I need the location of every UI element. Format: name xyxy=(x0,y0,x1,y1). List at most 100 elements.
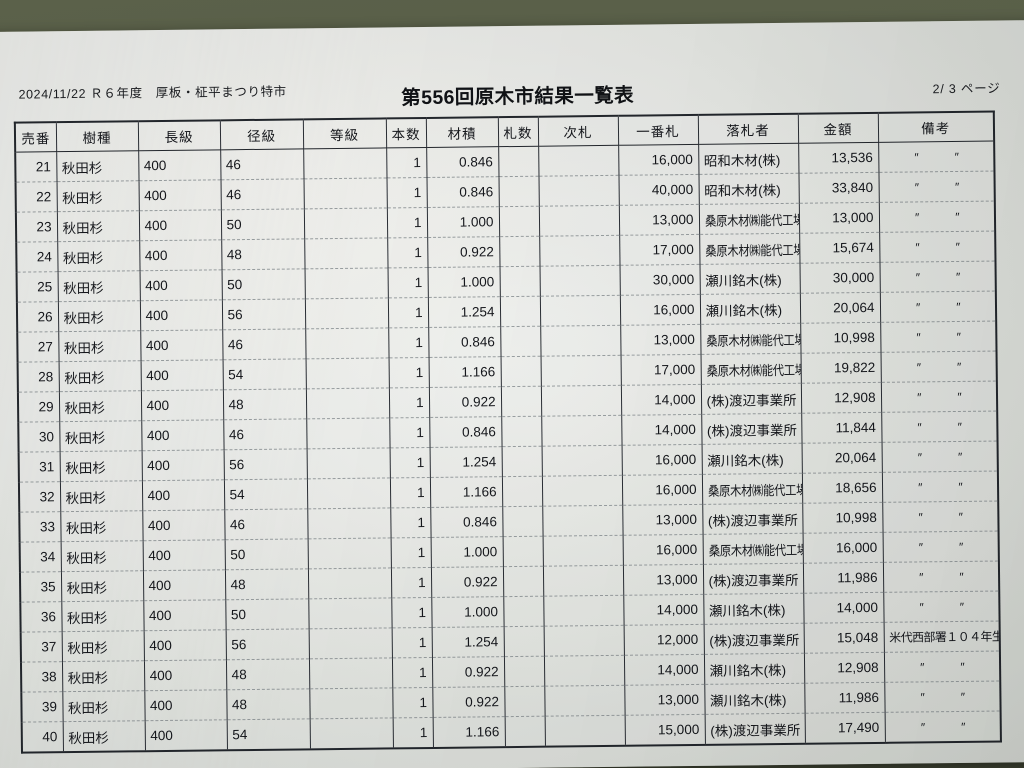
cell-zaiseki: 1.166 xyxy=(428,356,501,388)
cell-ichibanfuda: 13,000 xyxy=(620,324,701,356)
ditto-marks: ″ ″ xyxy=(915,269,960,284)
cell-fudasu xyxy=(498,176,539,207)
cell-kingaku: 13,000 xyxy=(798,202,880,234)
ditto-marks: ″ ″ xyxy=(914,179,959,194)
cell-honsu: 1 xyxy=(386,147,427,178)
cell-jifuda xyxy=(541,415,622,447)
cell-keikyu: 50 xyxy=(220,208,305,240)
cell-choukyu: 400 xyxy=(142,509,225,541)
column-header-rakusatsusha: 落札者 xyxy=(697,113,799,145)
cell-toukyu xyxy=(305,357,389,389)
cell-ichibanfuda: 13,000 xyxy=(618,204,700,236)
cell-zaiseki: 1.000 xyxy=(426,206,500,238)
column-header-jushu: 樹種 xyxy=(55,121,139,152)
cell-rakusatsusha: (株)渡辺事業所 xyxy=(704,713,805,745)
cell-choukyu: 400 xyxy=(139,239,222,271)
cell-keikyu: 46 xyxy=(223,418,307,450)
ditto-marks: ″ ″ xyxy=(918,569,964,584)
cell-zaiseki: 0.846 xyxy=(426,176,499,208)
column-header-honsu: 本数 xyxy=(385,117,427,148)
cell-kingaku: 15,048 xyxy=(803,622,884,654)
bidder-name: 桑原木材㈱能代工場 xyxy=(706,362,801,379)
document-title: 第556回原木市結果一覧表 xyxy=(401,84,635,110)
cell-jushu: 秋田杉 xyxy=(62,690,145,722)
bidder-name: 桑原木材㈱能代工場 xyxy=(705,332,801,349)
cell-toukyu xyxy=(309,687,393,719)
cell-uriban: 22 xyxy=(15,181,57,213)
ditto-marks: ″ ″ xyxy=(916,419,962,434)
cell-toukyu xyxy=(305,327,389,359)
cell-fudasu xyxy=(498,146,539,177)
cell-honsu: 1 xyxy=(392,717,433,749)
ditto-marks: ″ ″ xyxy=(918,539,963,554)
cell-keikyu: 56 xyxy=(225,628,309,660)
cell-fudasu xyxy=(503,656,545,687)
cell-kingaku: 16,000 xyxy=(802,532,883,564)
cell-honsu: 1 xyxy=(388,387,430,418)
cell-honsu: 1 xyxy=(390,567,432,598)
cell-kingaku: 10,998 xyxy=(800,322,881,354)
cell-zaiseki: 0.922 xyxy=(430,566,504,598)
cell-ichibanfuda: 16,000 xyxy=(619,294,701,326)
cell-kingaku: 11,844 xyxy=(801,412,882,444)
cell-honsu: 1 xyxy=(390,507,431,538)
column-header-bikou: 備考 xyxy=(877,111,995,143)
cell-choukyu: 400 xyxy=(140,329,223,361)
cell-jushu: 秋田杉 xyxy=(60,510,143,542)
cell-fudasu xyxy=(501,446,542,477)
cell-zaiseki: 1.000 xyxy=(430,536,503,568)
cell-ichibanfuda: 30,000 xyxy=(619,264,700,296)
cell-jushu: 秋田杉 xyxy=(56,150,139,182)
cell-choukyu: 400 xyxy=(141,449,224,481)
bidder-name: 瀬川銘木(株) xyxy=(705,272,782,289)
cell-zaiseki: 0.846 xyxy=(426,146,499,178)
cell-jushu: 秋田杉 xyxy=(59,420,142,452)
cell-jifuda xyxy=(539,235,620,267)
cell-toukyu xyxy=(303,207,388,239)
auction-results-table: 売番 樹種 長級 径級 等級 本数 材積 札数 次札 一番札 落札者 金額 備考 21 秋田杉 400 46 1… xyxy=(13,110,1002,754)
bidder-name: (株)渡辺事業所 xyxy=(707,512,798,529)
cell-fudasu xyxy=(503,626,544,657)
bidder-name: (株)渡辺事業所 xyxy=(710,722,801,739)
cell-keikyu: 50 xyxy=(221,268,305,300)
column-header-fudasu: 札数 xyxy=(497,116,539,147)
cell-zaiseki: 0.922 xyxy=(428,386,502,418)
bidder-name: 昭和木材(株) xyxy=(703,152,781,169)
cell-rakusatsusha: (株)渡辺事業所 xyxy=(700,383,802,415)
cell-jushu: 秋田杉 xyxy=(56,210,140,242)
cell-kingaku: 17,490 xyxy=(804,712,885,744)
cell-fudasu xyxy=(499,266,540,297)
cell-rakusatsusha: 桑原木材㈱能代工場 xyxy=(700,323,801,355)
ditto-marks: ″ ″ xyxy=(916,389,962,404)
bidder-name: 桑原木材㈱能代工場 xyxy=(704,242,800,259)
cell-kingaku: 20,064 xyxy=(799,292,881,324)
column-header-uriban: 売番 xyxy=(14,122,57,153)
cell-zaiseki: 0.922 xyxy=(432,686,505,718)
cell-rakusatsusha: (株)渡辺事業所 xyxy=(702,503,803,535)
bidder-name: 桑原木材㈱能代工場 xyxy=(708,542,803,559)
column-header-toukyu: 等級 xyxy=(302,118,387,149)
cell-fudasu xyxy=(501,476,543,507)
cell-choukyu: 400 xyxy=(142,539,225,571)
cell-jifuda xyxy=(541,475,623,507)
cell-jifuda xyxy=(539,265,620,297)
cell-jifuda xyxy=(540,355,621,387)
cell-uriban: 33 xyxy=(19,511,61,543)
cell-ichibanfuda: 14,000 xyxy=(621,414,702,446)
cell-zaiseki: 1.166 xyxy=(432,716,505,748)
cell-keikyu: 54 xyxy=(226,718,310,751)
cell-keikyu: 48 xyxy=(225,658,310,690)
cell-rakusatsusha: 瀬川銘木(株) xyxy=(704,683,805,715)
bidder-name: 瀬川銘木(株) xyxy=(705,302,783,319)
cell-bikou: ″ ″ xyxy=(884,711,1001,743)
bidder-name: (株)渡辺事業所 xyxy=(708,572,799,589)
cell-jifuda xyxy=(540,385,622,417)
cell-ichibanfuda: 14,000 xyxy=(620,384,702,416)
cell-ichibanfuda: 16,000 xyxy=(618,144,699,176)
cell-ichibanfuda: 40,000 xyxy=(618,174,699,206)
cell-uriban: 27 xyxy=(17,331,59,363)
cell-rakusatsusha: 桑原木材㈱能代工場 xyxy=(698,203,800,235)
cell-uriban: 38 xyxy=(20,661,63,693)
cell-rakusatsusha: 瀬川銘木(株) xyxy=(703,653,805,685)
ditto-marks: ″ ″ xyxy=(917,449,962,464)
